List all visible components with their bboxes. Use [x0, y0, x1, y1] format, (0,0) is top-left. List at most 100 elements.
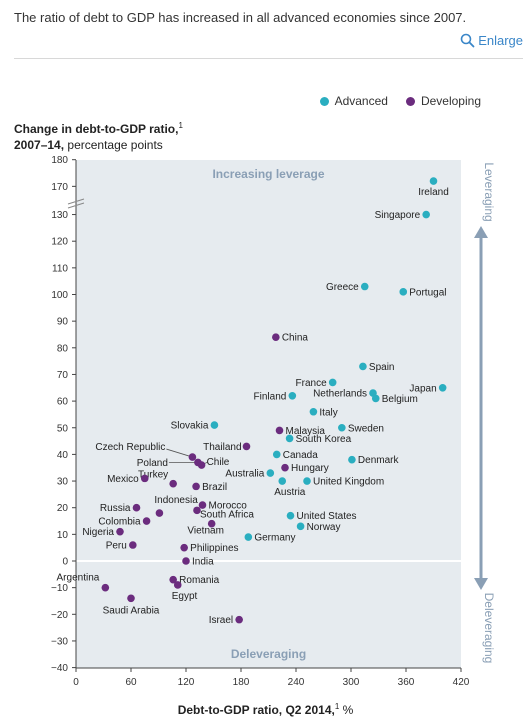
- point-advanced-finland: [288, 391, 297, 400]
- point-developing-israel: [235, 615, 243, 624]
- enlarge-link[interactable]: Enlarge: [460, 33, 523, 48]
- point-developing-indonesia: [155, 509, 164, 517]
- zone-label-deleveraging: Deleveraging: [231, 647, 306, 661]
- point-developing-egypt: [173, 581, 182, 589]
- label-norway: Norway: [307, 522, 341, 533]
- point-developing-india: [182, 557, 190, 565]
- point-developing-peru: [129, 541, 137, 549]
- y-tick-label: 0: [62, 557, 68, 568]
- label-india: India: [192, 557, 214, 568]
- point-advanced-austria: [278, 477, 287, 485]
- label-indonesia: Indonesia: [154, 495, 198, 506]
- point-advanced-singapore: [422, 210, 430, 219]
- x-axis-title-unit: %: [342, 703, 354, 717]
- y-tick-label: −20: [51, 610, 68, 621]
- label-mexico: Mexico: [107, 474, 139, 485]
- point-developing-china: [272, 333, 280, 341]
- side-label-leveraging: Leveraging: [482, 162, 496, 221]
- y-tick-label: 180: [51, 155, 68, 166]
- label-israel: Israel: [209, 615, 233, 626]
- point-advanced-canada: [272, 450, 281, 459]
- label-philippines: Philippines: [190, 543, 238, 554]
- point-advanced-sweden: [338, 423, 346, 432]
- point-advanced-portugal: [399, 288, 408, 296]
- y-axis-title: Change in debt-to-GDP ratio,1 2007–14, p…: [14, 118, 183, 153]
- point-advanced-united-kingdom: [303, 477, 311, 485]
- y-tick-label: −10: [51, 583, 68, 594]
- legend-dot-advanced: [319, 96, 329, 106]
- y-tick-label: 130: [51, 210, 68, 221]
- x-axis-title: Debt-to-GDP ratio, Q2 2014,1 %: [0, 702, 531, 717]
- point-advanced-japan: [438, 383, 447, 392]
- side-label-deleveraging: Deleveraging: [482, 593, 496, 664]
- chart-legend: Advanced Developing: [319, 94, 481, 108]
- y-tick-label: 40: [57, 450, 69, 461]
- y-tick-label: 10: [57, 530, 69, 541]
- label-japan: Japan: [409, 383, 436, 394]
- point-developing-saudi-arabia: [127, 594, 135, 603]
- leverage-arrow-head-up: [474, 226, 488, 238]
- legend-item-advanced: Advanced: [319, 94, 388, 108]
- y-axis-title-footnote: 1: [178, 121, 183, 130]
- point-advanced-united-states: [286, 511, 295, 520]
- label-slovakia: Slovakia: [171, 421, 209, 432]
- label-sweden: Sweden: [348, 423, 384, 434]
- label-vietnam: Vietnam: [187, 526, 224, 537]
- point-developing-romania: [169, 575, 177, 584]
- label-morocco: Morocco: [209, 501, 248, 512]
- leader-czech-republic: [166, 448, 193, 458]
- point-advanced-greece: [360, 282, 369, 291]
- point-developing-malaysia: [275, 426, 284, 435]
- point-developing-colombia: [142, 517, 151, 525]
- x-tick-label: 180: [233, 677, 250, 688]
- y-axis-subtitle-unit: percentage points: [67, 138, 163, 152]
- x-tick-label: 240: [288, 677, 305, 688]
- y-tick-label: 110: [52, 263, 68, 274]
- point-developing-south-africa: [193, 506, 201, 515]
- axis-break-mark: [67, 198, 85, 209]
- y-tick-label: −30: [51, 636, 68, 647]
- label-egypt: Egypt: [172, 591, 198, 602]
- label-hungary: Hungary: [291, 463, 329, 474]
- enlarge-label: Enlarge: [478, 33, 523, 48]
- label-brazil: Brazil: [202, 482, 227, 493]
- label-china: China: [282, 333, 309, 344]
- point-advanced-denmark: [348, 455, 356, 464]
- label-chile: Chile: [207, 457, 230, 468]
- point-developing-russia: [132, 503, 141, 512]
- zone-label-increasing: Increasing leverage: [212, 167, 324, 181]
- point-developing-argentina: [101, 583, 110, 592]
- y-axis-subtitle-bold: 2007–14,: [14, 138, 65, 152]
- y-tick-label: 80: [57, 343, 69, 354]
- x-tick-label: 60: [125, 677, 137, 688]
- y-tick-label: 120: [51, 237, 68, 248]
- point-advanced-spain: [359, 362, 367, 371]
- label-finland: Finland: [254, 391, 287, 402]
- point-advanced-australia: [266, 469, 275, 477]
- label-netherlands: Netherlands: [313, 389, 367, 400]
- label-italy: Italy: [319, 407, 337, 418]
- label-czech-republic: Czech Republic: [95, 442, 165, 453]
- label-turkey: Turkey: [138, 470, 168, 481]
- point-developing-chile: [197, 461, 206, 469]
- point-developing-brazil: [192, 482, 200, 491]
- label-germany: Germany: [254, 533, 295, 544]
- x-tick-label: 300: [343, 677, 360, 688]
- point-advanced-germany: [244, 533, 253, 541]
- point-developing-thailand: [242, 442, 251, 451]
- point-developing-morocco: [198, 501, 207, 509]
- point-advanced-france: [328, 378, 337, 387]
- label-nigeria: Nigeria: [82, 527, 114, 538]
- x-axis-title-footnote: 1: [334, 702, 340, 711]
- y-tick-label: 90: [57, 317, 69, 328]
- divider: [14, 58, 523, 59]
- y-tick-label: 50: [57, 423, 69, 434]
- point-developing-nigeria: [116, 527, 124, 536]
- label-portugal: Portugal: [409, 287, 446, 298]
- lower-band: [76, 561, 461, 668]
- chart-caption: The ratio of debt to GDP has increased i…: [14, 10, 467, 25]
- x-axis-title-main: Debt-to-GDP ratio, Q2 2014,: [177, 703, 335, 717]
- label-spain: Spain: [369, 362, 395, 373]
- label-argentina: Argentina: [57, 573, 100, 584]
